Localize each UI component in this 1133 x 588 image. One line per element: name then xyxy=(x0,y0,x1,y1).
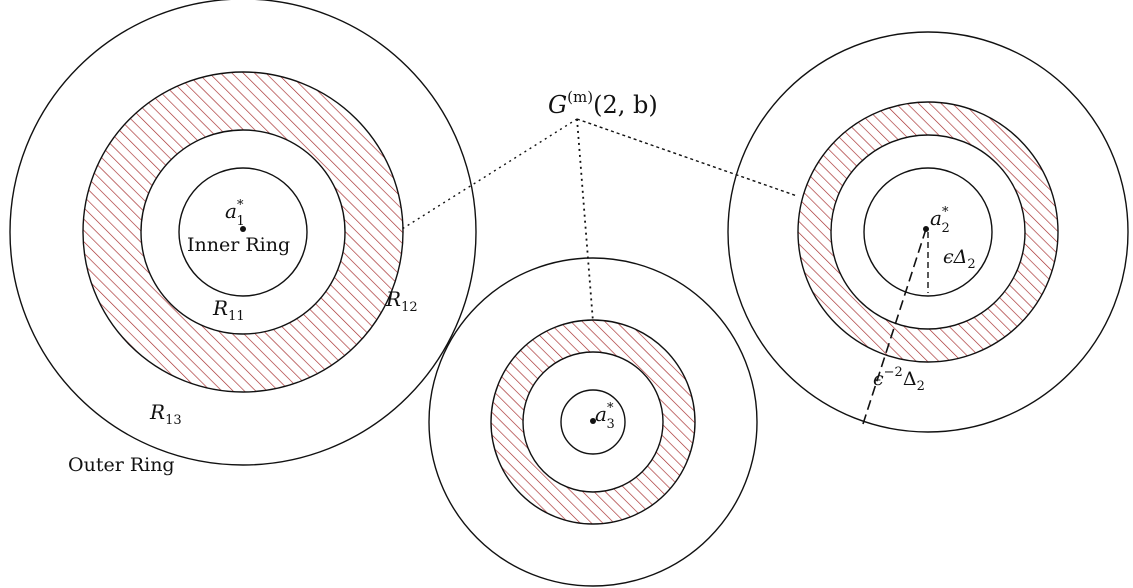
inner-ring-label: Inner Ring xyxy=(187,234,290,256)
cluster-1-inner-circle xyxy=(178,167,308,297)
connector-to-cluster-1 xyxy=(401,118,578,230)
cluster-3-center-point xyxy=(590,418,596,424)
cluster-1-center-point xyxy=(240,226,246,232)
cluster-1-outer-circle xyxy=(9,0,477,466)
cluster-2-inner-radius-label: ϵΔ2 xyxy=(943,246,976,272)
cluster-2-outer-radius-line xyxy=(862,228,927,425)
cluster-2-inner-circle xyxy=(863,167,993,297)
r11-label: R11 xyxy=(212,296,245,324)
cluster-2-center-label: a* 2 xyxy=(930,205,950,236)
cluster-3 xyxy=(428,257,758,587)
r12-label: R12 xyxy=(385,287,418,315)
outer-ring-label: Outer Ring xyxy=(68,454,175,476)
cluster-2-outer-radius-label: ϵ−2Δ2 xyxy=(873,365,925,394)
hub-connectors xyxy=(401,118,798,323)
cluster-1-center-label: a* 1 xyxy=(225,198,245,229)
connector-to-cluster-2 xyxy=(576,118,798,197)
cluster-1 xyxy=(9,0,477,466)
cluster-3-center-label: a* 3 xyxy=(595,401,615,432)
cluster-2-outer-circle xyxy=(727,31,1129,433)
connector-to-cluster-3 xyxy=(576,118,594,323)
r13-label: R13 xyxy=(149,400,182,428)
cluster-2 xyxy=(727,31,1129,433)
hub-label: G(m)(2, b) xyxy=(548,88,658,119)
cluster-3-inner-circle xyxy=(560,389,626,455)
